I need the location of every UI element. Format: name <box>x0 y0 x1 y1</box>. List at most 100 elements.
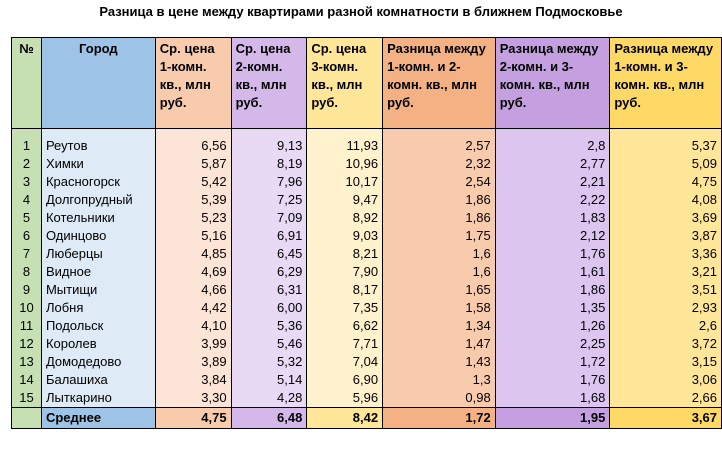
row-number: 10 <box>11 299 42 317</box>
row-price-2k: 5,36 <box>230 317 308 335</box>
row-price-3k: 7,04 <box>306 353 384 371</box>
row-diff-2k-3k: 1,61 <box>494 263 611 281</box>
row-number: 4 <box>11 191 42 209</box>
table-row: 11 Подольск 4,10 5,36 6,62 1,34 1,26 2,6 <box>11 317 722 335</box>
row-diff-1k-2k: 1,6 <box>382 263 496 281</box>
row-city: Одинцово <box>40 227 156 245</box>
row-city: Видное <box>40 263 156 281</box>
row-diff-1k-3k: 3,36 <box>609 245 722 263</box>
spacer-cell <box>494 128 611 137</box>
spacer-cell <box>382 128 496 137</box>
row-number: 14 <box>11 371 42 389</box>
average-label: Среднее <box>40 407 156 429</box>
row-number: 8 <box>11 263 42 281</box>
row-diff-2k-3k: 1,76 <box>494 245 611 263</box>
row-price-1k: 4,42 <box>154 299 232 317</box>
row-price-1k: 3,89 <box>154 353 232 371</box>
row-price-3k: 11,93 <box>306 137 384 155</box>
row-city: Королев <box>40 335 156 353</box>
row-diff-1k-2k: 1,6 <box>382 245 496 263</box>
table-row: 6 Одинцово 5,16 6,91 9,03 1,75 2,12 3,87 <box>11 227 722 245</box>
table-row: 5 Котельники 5,23 7,09 8,92 1,86 1,83 3,69 <box>11 209 722 227</box>
row-diff-2k-3k: 1,86 <box>494 281 611 299</box>
spacer-cell <box>154 128 232 137</box>
row-price-3k: 8,17 <box>306 281 384 299</box>
row-price-3k: 7,35 <box>306 299 384 317</box>
row-diff-1k-2k: 1,86 <box>382 209 496 227</box>
row-city: Мытищи <box>40 281 156 299</box>
row-price-2k: 5,32 <box>230 353 308 371</box>
row-diff-1k-3k: 3,15 <box>609 353 722 371</box>
row-price-1k: 4,66 <box>154 281 232 299</box>
row-price-1k: 6,56 <box>154 137 232 155</box>
row-number: 6 <box>11 227 42 245</box>
row-diff-1k-2k: 1,3 <box>382 371 496 389</box>
row-price-2k: 4,28 <box>230 389 308 408</box>
row-diff-2k-3k: 1,83 <box>494 209 611 227</box>
row-diff-1k-3k: 2,66 <box>609 389 722 408</box>
row-diff-1k-2k: 1,47 <box>382 335 496 353</box>
row-city: Долгопрудный <box>40 191 156 209</box>
row-price-3k: 7,90 <box>306 263 384 281</box>
header-diff-2k-3k: Разница между 2-комн. и 3-комн. кв., млн… <box>494 37 611 129</box>
row-diff-2k-3k: 2,12 <box>494 227 611 245</box>
row-price-3k: 9,03 <box>306 227 384 245</box>
row-diff-1k-2k: 2,57 <box>382 137 496 155</box>
row-diff-1k-2k: 1,34 <box>382 317 496 335</box>
table-row: 9 Мытищи 4,66 6,31 8,17 1,65 1,86 3,51 <box>11 281 722 299</box>
row-price-1k: 5,87 <box>154 155 232 173</box>
row-price-1k: 4,69 <box>154 263 232 281</box>
row-diff-1k-2k: 1,86 <box>382 191 496 209</box>
spacer-cell <box>40 128 156 137</box>
row-diff-1k-3k: 3,06 <box>609 371 722 389</box>
row-number: 15 <box>11 389 42 408</box>
average-diff-1k-2k: 1,72 <box>382 407 496 429</box>
row-price-3k: 10,96 <box>306 155 384 173</box>
row-number: 12 <box>11 335 42 353</box>
header-diff-1k-2k: Разница между 1-комн. и 2-комн. кв., млн… <box>382 37 496 129</box>
row-diff-1k-2k: 1,58 <box>382 299 496 317</box>
row-price-2k: 6,31 <box>230 281 308 299</box>
header-number: № <box>11 37 42 129</box>
row-price-1k: 4,85 <box>154 245 232 263</box>
row-city: Химки <box>40 155 156 173</box>
row-diff-2k-3k: 1,26 <box>494 317 611 335</box>
table-spacer-row <box>11 128 722 137</box>
row-price-3k: 6,90 <box>306 371 384 389</box>
row-diff-1k-2k: 2,54 <box>382 173 496 191</box>
row-city: Балашиха <box>40 371 156 389</box>
row-diff-1k-2k: 1,65 <box>382 281 496 299</box>
table-row: 4 Долгопрудный 5,39 7,25 9,47 1,86 2,22 4,08 <box>11 191 722 209</box>
spacer-cell <box>609 128 722 137</box>
row-diff-2k-3k: 1,72 <box>494 353 611 371</box>
row-price-3k: 10,17 <box>306 173 384 191</box>
row-city: Красногорск <box>40 173 156 191</box>
table-row: 1 Реутов 6,56 9,13 11,93 2,57 2,8 5,37 <box>11 137 722 155</box>
row-price-2k: 5,14 <box>230 371 308 389</box>
row-number: 11 <box>11 317 42 335</box>
row-number: 5 <box>11 209 42 227</box>
header-city: Город <box>40 37 156 129</box>
row-number: 3 <box>11 173 42 191</box>
row-number: 13 <box>11 353 42 371</box>
row-price-3k: 5,96 <box>306 389 384 408</box>
average-price-1k: 4,75 <box>154 407 232 429</box>
header-price-1k: Ср. цена 1-комн. кв., млн руб. <box>154 37 232 129</box>
header-row: № Город Ср. цена 1-комн. кв., млн руб. С… <box>11 37 722 129</box>
row-city: Подольск <box>40 317 156 335</box>
row-price-2k: 6,00 <box>230 299 308 317</box>
row-price-1k: 4,10 <box>154 317 232 335</box>
table-row: 2 Химки 5,87 8,19 10,96 2,32 2,77 5,09 <box>11 155 722 173</box>
row-city: Лобня <box>40 299 156 317</box>
average-price-2k: 6,48 <box>230 407 308 429</box>
header-diff-1k-3k: Разница между 1-комн. и 3-комн. кв., млн… <box>609 37 722 129</box>
row-price-1k: 3,30 <box>154 389 232 408</box>
row-diff-1k-3k: 4,08 <box>609 191 722 209</box>
row-diff-2k-3k: 2,8 <box>494 137 611 155</box>
row-diff-1k-3k: 4,75 <box>609 173 722 191</box>
spacer-cell <box>11 128 42 137</box>
row-diff-2k-3k: 1,35 <box>494 299 611 317</box>
row-price-2k: 6,91 <box>230 227 308 245</box>
table-row: 10 Лобня 4,42 6,00 7,35 1,58 1,35 2,93 <box>11 299 722 317</box>
header-price-3k: Ср. цена 3-комн. кв., млн руб. <box>306 37 384 129</box>
